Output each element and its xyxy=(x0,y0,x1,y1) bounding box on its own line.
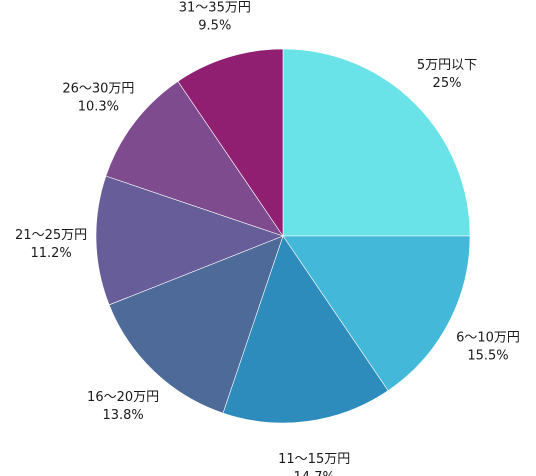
pie-slice xyxy=(95,175,284,306)
pie-slice xyxy=(222,235,389,424)
slice-category-label: 11〜15万円 xyxy=(278,452,350,467)
slice-category-label: 5万円以下 xyxy=(417,58,477,73)
pie-slice xyxy=(282,235,471,392)
slice-category-label: 26〜30万円 xyxy=(62,82,134,97)
slice-percent-label: 11.2% xyxy=(30,246,71,261)
slice-category-label: 31〜35万円 xyxy=(179,0,251,15)
pie-slice xyxy=(282,48,471,237)
pie-slice xyxy=(105,80,284,237)
slice-label: 6〜10万円 15.5% xyxy=(456,331,520,364)
slice-category-label: 6〜10万円 xyxy=(456,331,520,346)
pie-slices xyxy=(95,48,471,424)
pie-labels: 5万円以下 25% 6〜10万円 15.5% 11〜15万円 14.7% 16〜20万円 13… xyxy=(15,0,520,476)
slice-percent-label: 13.8% xyxy=(102,408,143,423)
slice-percent-label: 25% xyxy=(433,76,462,91)
slice-percent-label: 15.5% xyxy=(467,349,508,364)
slice-category-label: 21〜25万円 xyxy=(15,228,87,243)
slice-label: 21〜25万円 11.2% xyxy=(15,228,87,261)
slice-label: 31〜35万円 9.5% xyxy=(179,0,251,33)
slice-label: 16〜20万円 13.8% xyxy=(87,390,159,423)
slice-category-label: 16〜20万円 xyxy=(87,390,159,405)
slice-label: 5万円以下 25% xyxy=(417,58,477,91)
slice-label: 11〜15万円 14.7% xyxy=(278,452,350,476)
slice-label: 26〜30万円 10.3% xyxy=(62,82,134,115)
slice-percent-label: 9.5% xyxy=(198,18,231,33)
slice-percent-label: 14.7% xyxy=(294,470,335,476)
pie-slice xyxy=(108,235,284,414)
pie-slice xyxy=(177,48,284,237)
slice-percent-label: 10.3% xyxy=(78,100,119,115)
